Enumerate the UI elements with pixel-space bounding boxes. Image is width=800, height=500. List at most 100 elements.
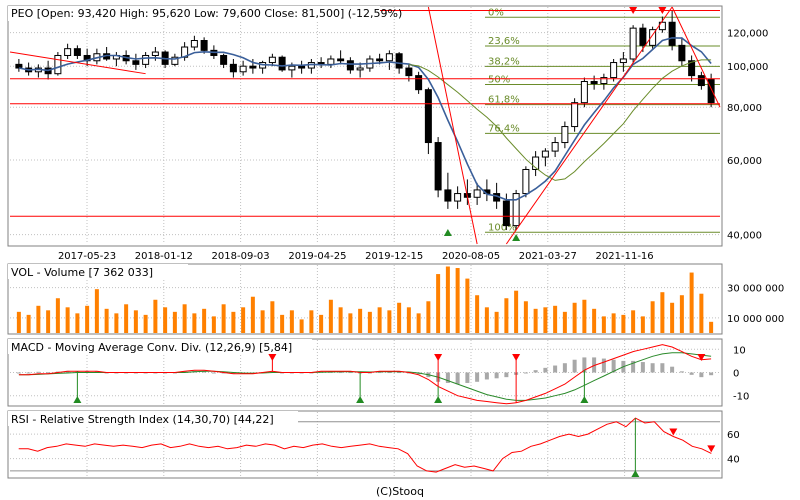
volume-y-ticks: 10 000 000 30 000 000 [727,284,784,325]
price-x-tick-label: 2019-12-15 [365,251,423,262]
volume-bar [358,308,363,333]
macd-histogram-bar [494,372,499,379]
volume-bar [94,289,99,333]
fib-level-label: 50% [488,75,510,86]
volume-bar [699,293,704,333]
volume-bar [397,302,402,333]
macd-histogram-bar [202,371,207,373]
volume-bar [221,304,226,333]
trend-line [505,6,673,245]
macd-histogram-bar [387,372,392,374]
candle-body [200,40,208,51]
candle-body [541,150,549,158]
volume-bar [475,295,480,333]
macd-histogram-bar [572,359,577,373]
macd-histogram-bar [36,371,41,373]
macd-y-tick-label: 10 [733,345,746,356]
price-title-bg [8,6,380,21]
macd-histogram-bar [16,372,21,374]
volume-title: VOL - Volume [7 362 033] [11,266,153,279]
volume-bar [36,305,41,333]
macd-y-tick-label: -10 [733,392,749,403]
volume-bar [348,313,353,333]
rsi-lines [18,417,712,473]
volume-bar [592,308,597,333]
macd-histogram-bar [533,370,538,373]
volume-bar [689,272,694,333]
macd-panel: -10 0 10 MACD - Moving Average Conv. Div. … [7,338,749,407]
macd-histogram-bar [465,372,470,383]
volume-bar [670,302,675,333]
candle-body [142,54,150,65]
macd-histogram-bar [699,372,704,378]
volume-bar [241,307,246,333]
macd-y-tick-label: 0 [733,369,739,380]
candle-body [298,65,306,69]
macd-histogram-bar [94,371,99,373]
volume-bar [679,295,684,333]
macd-histogram-bar [523,372,528,374]
volume-bar [299,319,304,333]
rsi-buy-arrow [631,470,640,477]
price-y-tick-label: 80,000 [727,103,762,114]
volume-bar [709,321,714,333]
volume-bar [553,305,558,333]
price-y-tick-label: 60,000 [727,156,762,167]
volume-bar [562,311,567,333]
volume-bar [202,308,207,333]
macd-histogram-bar [504,372,509,378]
price-y-tick-label: 100,000 [727,62,768,73]
macd-histogram-bar [475,372,480,382]
volume-bar [631,310,636,333]
macd-histogram-bar [640,362,645,373]
rsi-grid [10,412,720,477]
candle-body [522,168,530,195]
candle-body [337,58,345,62]
macd-sell-arrow [268,354,277,361]
candle-body [697,75,705,87]
candle-body [239,65,247,73]
candle-body [15,63,23,69]
rsi-sell-arrow [669,428,678,436]
fib-level-label: 100% [488,222,517,233]
volume-bar [280,314,285,333]
macd-histogram-bar [338,372,343,374]
candle-body [551,142,559,152]
macd-line [18,344,712,405]
volume-bar [163,307,168,333]
macd-histogram-bar [601,358,606,373]
macd-histogram-bar [270,371,275,373]
candle-body [64,48,72,56]
volume-bar [416,313,421,333]
volume-bar [582,299,587,333]
macd-buy-arrow [580,396,589,403]
volume-bar [46,310,51,333]
fibonacci-levels: 0% 23,6% 38,2% 50% 61,8% 76,4% 100% [485,7,720,233]
macd-histogram-bar [455,372,460,385]
volume-bar [270,301,275,333]
candle-body [268,56,276,64]
macd-lines [18,344,712,405]
macd-histogram-bar [689,372,694,375]
volume-bar [514,290,519,333]
macd-histogram-bar [211,372,216,374]
price-y-tick-label: 40,000 [727,231,762,242]
rsi-panel: 40 60 RSI - Relative Strength Index (14,3… [7,410,740,479]
candle-body [376,58,384,62]
volume-bar [387,310,392,333]
macd-histogram-bar [484,372,489,380]
candle-body [151,51,159,56]
volume-bar [328,299,333,333]
macd-title-bg [8,339,312,354]
candle-body [639,27,647,46]
macd-histogram-bar [46,372,51,374]
volume-bar [104,308,109,333]
macd-histogram-bar [582,357,587,373]
candle-body [356,67,364,71]
volume-bar [543,307,548,333]
price-x-tick-label: 2018-01-12 [135,251,193,262]
volume-bar [85,305,90,333]
price-title: PEO [Open: 93,420 High: 95,620 Low: 79,6… [11,7,402,20]
moving-average-line [18,37,712,201]
